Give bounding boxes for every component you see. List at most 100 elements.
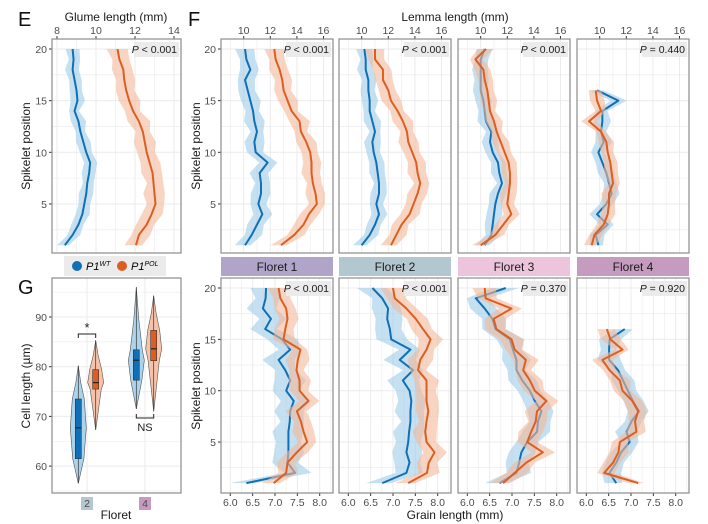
x-tick-label: 6.5 — [601, 497, 616, 509]
grain-pol-ribbon — [472, 288, 559, 484]
x-tick-label: 14 — [168, 25, 180, 37]
glume-wt-ribbon — [57, 49, 98, 246]
x-tick-label: 10 — [238, 25, 250, 37]
box-wt-floret-4 — [133, 349, 140, 381]
x-tick-label: 10 — [475, 25, 487, 37]
legend-background — [64, 256, 166, 276]
legend-wt-icon — [72, 261, 82, 271]
x-tick-label: 12 — [501, 25, 513, 37]
p-value-label: P = 0.920 — [640, 283, 685, 295]
grain-pol-ribbon — [380, 288, 447, 484]
floret-strip-4 — [577, 257, 689, 276]
panel-border — [338, 38, 452, 254]
y-tick-label: 20 — [204, 44, 216, 56]
x-tick-label: 6.0 — [579, 497, 594, 509]
significance-label: * — [84, 320, 89, 335]
x-tick-label: 16 — [555, 25, 567, 37]
lemma-pol-ribbon — [470, 49, 520, 246]
legend-wt-label: P1WT — [86, 261, 111, 273]
p-value-label: P < 0.001 — [402, 44, 447, 56]
floret-strip-2 — [339, 257, 451, 276]
panel-border — [220, 38, 334, 254]
y-tick-label: 90 — [35, 312, 47, 324]
significance-bracket — [77, 333, 97, 338]
glume-axis-title: Glume length (mm) — [65, 10, 168, 24]
grain-panel-floret-3: P = 0.370 6.0 6.5 7.0 7.5 8.0 — [458, 278, 570, 509]
panel-border — [457, 38, 571, 254]
x-tick-label: 14 — [647, 25, 659, 37]
x-tick-label: 16 — [436, 25, 448, 37]
x-tick-label: 7.0 — [505, 497, 520, 509]
grain-axis-title: Grain length (mm) — [407, 508, 504, 522]
g-x-axis-title: Floret — [101, 508, 132, 522]
p-value-label: P < 0.001 — [132, 44, 177, 56]
lemma-pol-ribbon — [365, 49, 430, 246]
x-tick-label: 12 — [620, 25, 632, 37]
lemma-panel-floret-2: P < 0.001 10 12 14 16 — [339, 25, 451, 253]
panel-letter-g: G — [18, 277, 34, 299]
y-tick-label: 10 — [204, 147, 216, 159]
lemma-pol-line — [588, 90, 614, 246]
x-tick-label: 14 — [528, 25, 540, 37]
lemma-panel-floret-1: P < 0.001 10 12 14 16 5 10 15 20 — [204, 25, 333, 253]
p-value-box — [523, 42, 568, 57]
p-value-box — [134, 42, 179, 57]
significance-label: NS — [137, 422, 152, 434]
lemma-panel-floret-2-background — [339, 39, 451, 253]
panel-border — [51, 277, 182, 494]
x-tick-label: 10 — [356, 25, 368, 37]
x-tick-label: 6.5 — [245, 497, 260, 509]
panel-border — [576, 277, 690, 494]
x-tick-label: 12 — [129, 25, 141, 37]
x-tick-label: 6.0 — [460, 497, 475, 509]
p-value-label: P < 0.001 — [521, 44, 566, 56]
grain-wt-line — [371, 287, 415, 485]
lemma-wt-line — [244, 48, 269, 246]
x-tick-label: 2 — [84, 498, 90, 510]
floret-strip-label: Floret 4 — [613, 260, 654, 274]
floret-category-badge — [81, 497, 93, 510]
x-tick-label: 6.0 — [223, 497, 238, 509]
y-tick-label: 15 — [204, 96, 216, 108]
x-tick-label: 7.5 — [408, 497, 423, 509]
legend-pol-label: P1POL — [131, 261, 159, 273]
grain-pol-ribbon — [591, 329, 647, 484]
grain-panel-floret-4: P = 0.920 6.0 6.5 7.0 7.5 8.0 — [577, 278, 689, 509]
y-tick-label: 5 — [210, 437, 216, 449]
lemma-pol-line — [273, 48, 318, 247]
box-pol-floret-4 — [150, 330, 157, 362]
lemma-panel-floret-4: P = 0.440 10 12 14 16 — [577, 25, 689, 253]
x-tick-label: 6.5 — [482, 497, 497, 509]
grain-panel-floret-1: P < 0.001 6.0 6.5 7.0 7.5 8.0 5 10 15 20 — [204, 278, 333, 509]
x-tick-label: 8.0 — [668, 497, 683, 509]
lemma-pol-line — [474, 48, 513, 247]
lemma-wt-line — [360, 48, 380, 246]
x-tick-label: 8 — [54, 25, 60, 37]
x-tick-label: 12 — [264, 25, 276, 37]
y-tick-label: 80 — [35, 362, 47, 374]
panel-border — [51, 38, 182, 254]
p-value-label: P < 0.001 — [284, 44, 329, 56]
x-tick-label: 8.0 — [430, 497, 445, 509]
panel-e: P < 0.001 8 10 12 14 5 10 15 20 — [35, 25, 181, 253]
x-tick-label: 14 — [409, 25, 421, 37]
floret-strip-label: Floret 1 — [257, 260, 298, 274]
x-tick-label: 8.0 — [312, 497, 327, 509]
panel-letter-e: E — [18, 9, 31, 31]
x-tick-label: 7.5 — [527, 497, 542, 509]
p-value-label: P = 0.440 — [640, 44, 685, 56]
grain-wt-line — [246, 287, 297, 485]
panel-letter-f: F — [188, 9, 200, 31]
y-tick-label: 70 — [35, 411, 47, 423]
e-y-axis-title: Spikelet position — [19, 102, 33, 189]
box-pol-floret-2 — [92, 369, 99, 390]
lemma-axis-title: Lemma length (mm) — [401, 10, 508, 24]
panel-border — [576, 38, 690, 254]
x-tick-label: 6.5 — [363, 497, 378, 509]
grain-pol-line — [483, 287, 548, 484]
grain-pol-line — [601, 328, 640, 485]
significance-bracket — [135, 414, 155, 419]
x-tick-label: 7.0 — [268, 497, 283, 509]
y-tick-label: 15 — [35, 96, 47, 108]
